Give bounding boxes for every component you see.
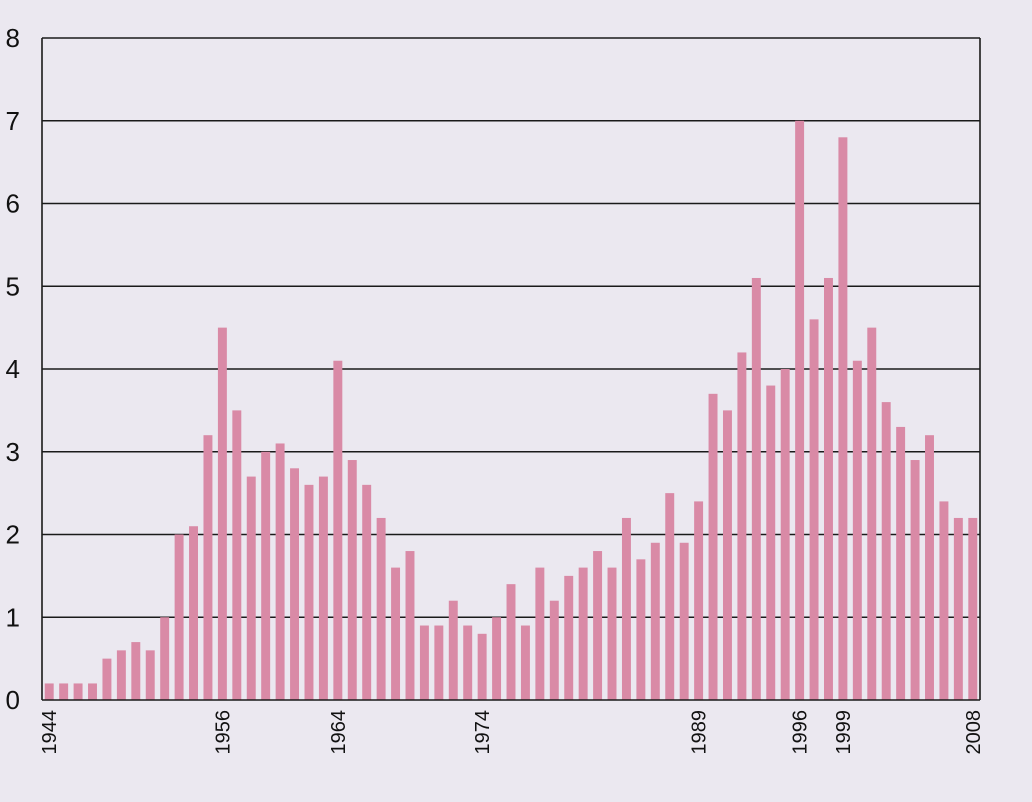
bar-1990	[708, 393, 718, 700]
bar-1984	[621, 517, 631, 700]
bar-1971	[434, 625, 444, 700]
bar-1944	[44, 683, 54, 700]
bar-1957	[232, 410, 242, 701]
x-tick-label: 1989	[689, 710, 711, 755]
bar-1993	[751, 277, 761, 700]
bar-2001	[867, 327, 877, 701]
axes	[41, 38, 981, 701]
bar-1956	[217, 327, 227, 701]
bar-2007	[953, 517, 963, 700]
bar-1969	[405, 551, 415, 700]
y-tick-label: 8	[6, 23, 20, 53]
bar-1991	[722, 410, 732, 701]
y-tick-label: 2	[6, 520, 20, 550]
bar-1952	[160, 617, 170, 700]
x-tick-labels: 1944 1956 1964 1974 1989 1996 1999 2008	[39, 710, 985, 755]
bar-1947	[88, 683, 97, 700]
bar-1966	[362, 484, 372, 700]
bar-1951	[145, 650, 155, 700]
bar-2002	[881, 402, 891, 700]
bar-1958	[246, 476, 256, 700]
bar-1996	[795, 120, 805, 700]
y-tick-label: 7	[6, 106, 20, 136]
bar-1985	[636, 559, 646, 700]
bar-1983	[607, 567, 617, 700]
bar-2004	[910, 460, 920, 700]
bar-1973	[463, 625, 473, 700]
bar-1999	[838, 137, 848, 701]
gridlines	[42, 37, 980, 619]
bar-2000	[852, 360, 862, 700]
bars	[44, 120, 978, 701]
bar-1975	[492, 617, 502, 700]
bar-2008	[968, 517, 978, 700]
bar-1970	[419, 625, 429, 700]
bar-1997	[809, 319, 819, 700]
bar-1977	[520, 625, 530, 700]
bar-1994	[766, 385, 776, 700]
bar-1960	[275, 443, 285, 700]
bar-1948	[102, 658, 112, 701]
bar-1961	[290, 468, 300, 700]
bar-1992	[737, 352, 747, 700]
x-tick-label: 1999	[833, 710, 855, 755]
bar-1967	[376, 517, 386, 700]
bar-1962	[304, 484, 314, 700]
y-tick-label: 5	[6, 271, 20, 301]
y-tick-label: 6	[6, 189, 20, 219]
y-tick-labels: 0 1 2 3 4 5 6 7 8	[6, 23, 20, 715]
y-tick-label: 3	[6, 437, 20, 467]
bar-1980	[564, 575, 574, 701]
bar-1988	[679, 542, 689, 700]
bar-1949	[116, 650, 126, 700]
bar-1954	[189, 526, 198, 700]
x-tick-label: 1974	[472, 710, 494, 755]
y-tick-label: 4	[6, 354, 20, 384]
bar-1986	[650, 542, 660, 700]
bar-2003	[896, 426, 906, 700]
bar-1968	[391, 567, 401, 700]
bar-1978	[535, 567, 545, 700]
x-tick-label: 1964	[328, 710, 350, 755]
bar-1982	[593, 551, 603, 700]
x-tick-label: 1996	[790, 710, 812, 755]
bar-1963	[318, 476, 328, 700]
bar-1995	[780, 369, 790, 700]
bar-1981	[578, 567, 588, 700]
bar-1964	[333, 360, 343, 700]
bar-1955	[203, 435, 213, 700]
bar-1972	[448, 600, 458, 700]
bar-1959	[261, 451, 271, 700]
y-tick-label: 0	[6, 685, 20, 715]
x-tick-label: 1956	[212, 710, 234, 755]
bar-1989	[694, 501, 704, 700]
bar-1974	[477, 633, 487, 700]
bar-2006	[939, 501, 949, 700]
bar-1946	[73, 683, 83, 700]
x-tick-label: 1944	[39, 710, 61, 755]
bar-1979	[549, 600, 559, 700]
bar-1965	[347, 460, 357, 700]
bar-1945	[59, 683, 69, 700]
x-tick-label: 2008	[963, 710, 985, 755]
bar-1987	[665, 493, 675, 701]
bar-1950	[131, 642, 141, 700]
bar-1976	[506, 584, 516, 700]
y-tick-label: 1	[6, 602, 20, 632]
bar-2005	[925, 435, 934, 700]
bar-1998	[824, 277, 833, 700]
bar-1953	[174, 534, 184, 700]
